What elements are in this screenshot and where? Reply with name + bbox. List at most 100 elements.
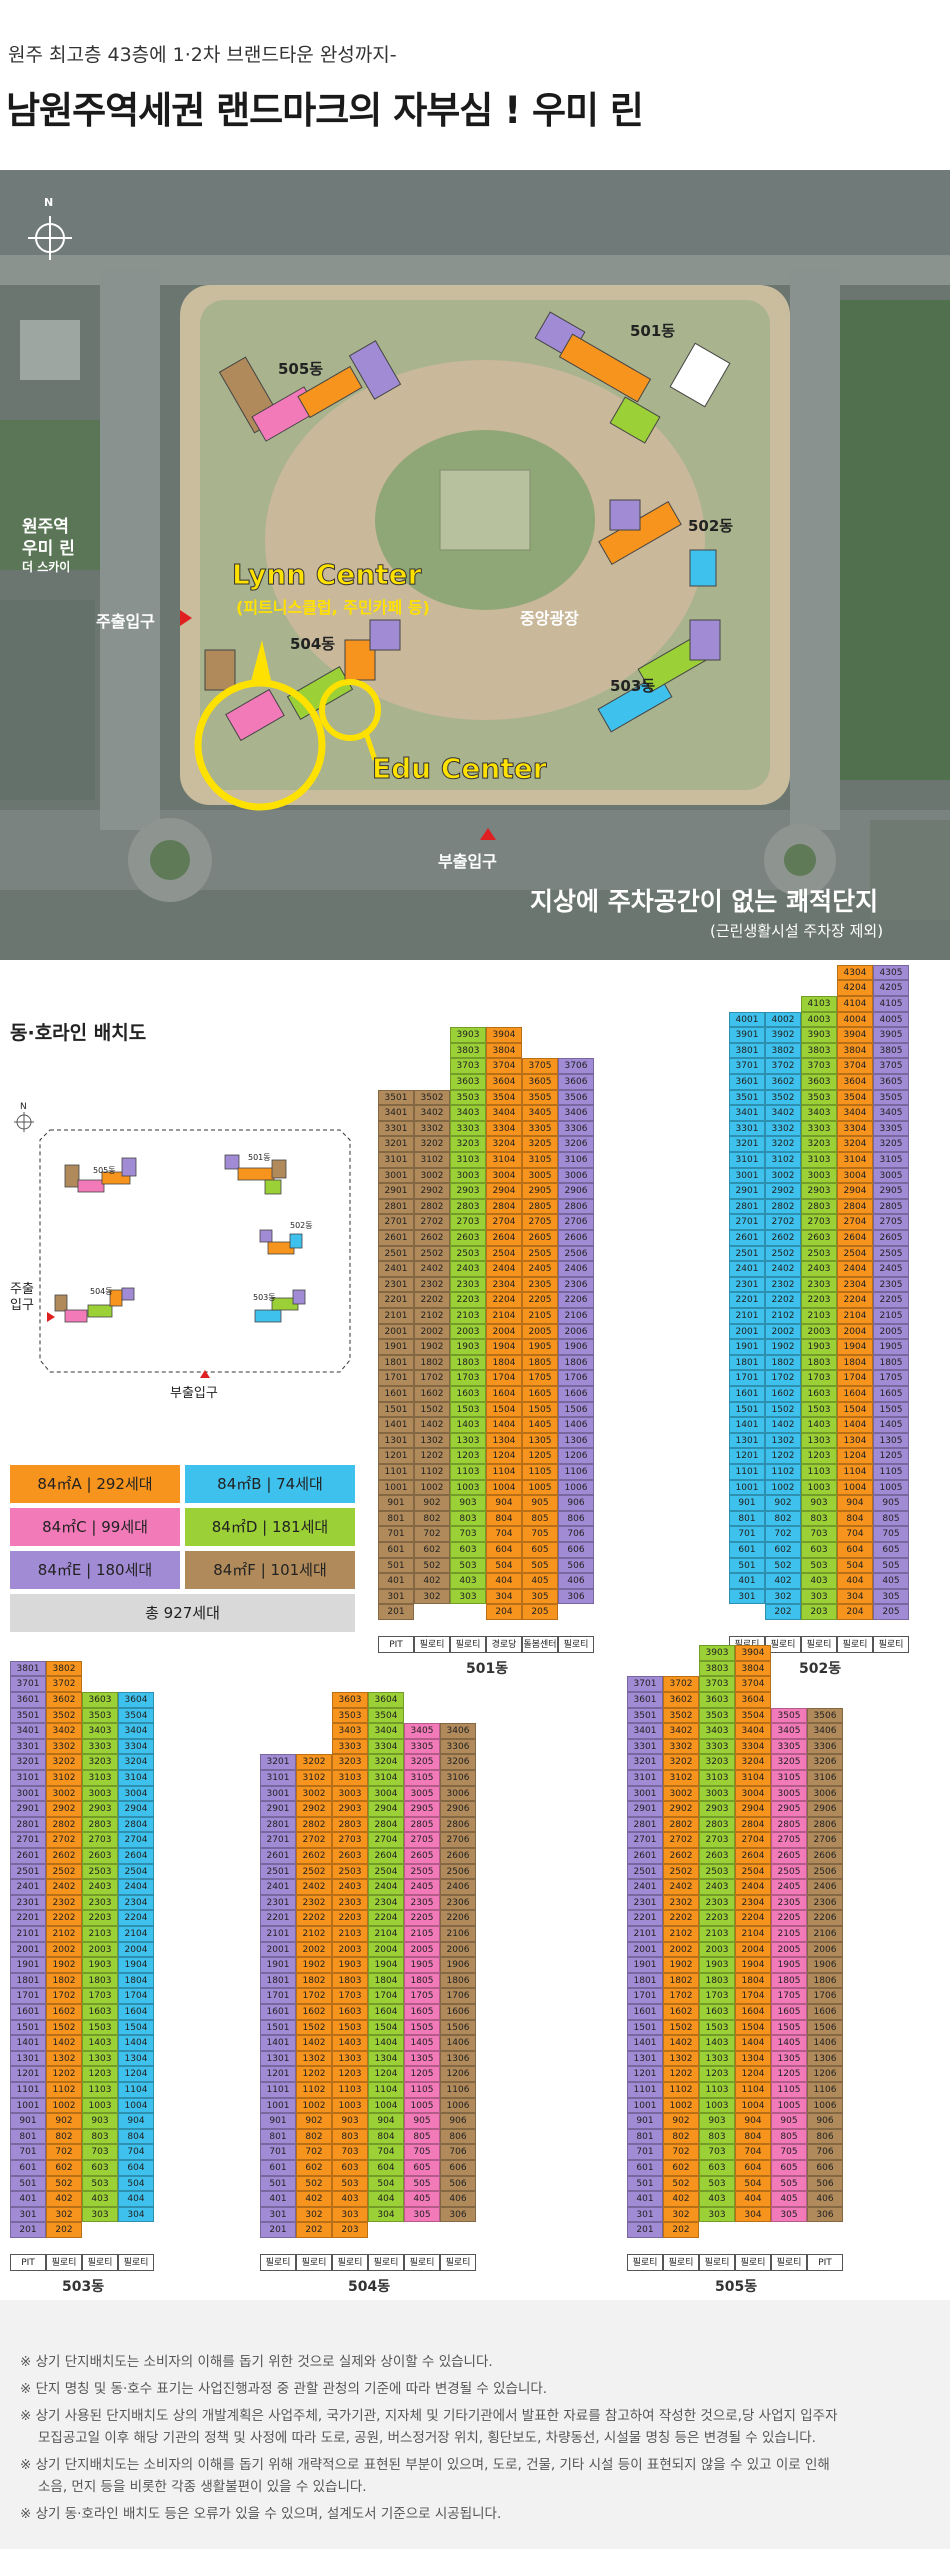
unit-cell: 1103 <box>699 2082 735 2098</box>
unit-cell: 2706 <box>558 1214 594 1230</box>
unit-cell: 903 <box>332 2113 368 2129</box>
unit-cell: 2304 <box>368 1894 404 1911</box>
unit-cell: 2802 <box>296 1816 332 1833</box>
unit-cell: 1106 <box>440 2082 476 2098</box>
unit-cell: 3005 <box>771 1785 807 1802</box>
unit-cell: 3303 <box>332 1738 368 1755</box>
unit-cell: 1604 <box>368 2004 404 2020</box>
unit-cell: 2703 <box>699 1832 735 1848</box>
unit-cell: 1704 <box>837 1370 873 1386</box>
unit-cell: 2103 <box>801 1308 837 1324</box>
unit-cell: 502 <box>296 2175 332 2192</box>
unit-cell: 2203 <box>699 1910 735 1926</box>
ground-floor-label: 필로티 <box>837 1635 873 1653</box>
unit-cell: 1805 <box>404 1972 440 1989</box>
unit-cell: 804 <box>486 1510 522 1527</box>
unit-cell: 3404 <box>486 1105 522 1121</box>
unit-cell: 3105 <box>404 1770 440 1786</box>
unit-cell: 2201 <box>729 1292 765 1308</box>
unit-cell: 703 <box>801 1526 837 1542</box>
unit-cell: 2401 <box>378 1261 414 1277</box>
unit-cell: 501 <box>627 2175 663 2192</box>
unit-cell: 1303 <box>801 1432 837 1449</box>
unit-cell: 1102 <box>663 2082 699 2098</box>
unit-cell: 2603 <box>450 1230 486 1246</box>
unit-cell: 2805 <box>522 1198 558 1215</box>
unit-cell: 804 <box>118 2128 154 2145</box>
unit-cell: 3005 <box>522 1167 558 1184</box>
unit-cell: 3601 <box>729 1074 765 1090</box>
unit-cell: 2602 <box>46 1848 82 1864</box>
unit-cell: 2405 <box>522 1261 558 1277</box>
unit-cell: 3103 <box>801 1152 837 1168</box>
unit-cell: 2901 <box>10 1801 46 1817</box>
unit-cell: 2604 <box>837 1230 873 1246</box>
unit-cell: 2301 <box>729 1276 765 1293</box>
ground-floor-label: 필로티 <box>771 2253 807 2271</box>
unit-cell: 1302 <box>663 2050 699 2067</box>
unit-cell: 406 <box>558 1573 594 1589</box>
unit-cell: 3405 <box>522 1105 558 1121</box>
unit-cell: 2306 <box>440 1894 476 1911</box>
unit-cell: 1005 <box>404 2097 440 2114</box>
unit-cell: 3504 <box>486 1089 522 1106</box>
unit-cell: 2003 <box>450 1323 486 1340</box>
unit-cell: 1401 <box>10 2035 46 2051</box>
mini-502-label: 502동 <box>290 1221 313 1230</box>
unit-cell: 2205 <box>522 1292 558 1308</box>
unit-cell: 1402 <box>765 1417 801 1433</box>
unit-cell: 401 <box>260 2191 296 2207</box>
unit-cell: 2801 <box>10 1816 46 1833</box>
unit-cell: 1904 <box>837 1339 873 1355</box>
ground-floor-label: 필로티 <box>82 2253 118 2271</box>
unit-cell: 3405 <box>873 1105 909 1121</box>
unit-cell: 2306 <box>558 1276 594 1293</box>
unit-cell: 402 <box>296 2191 332 2207</box>
unit-cell: 2404 <box>486 1261 522 1277</box>
unit-cell: 3802 <box>765 1042 801 1059</box>
unit-cell: 2001 <box>260 1941 296 1958</box>
unit-cell: 2304 <box>118 1894 154 1911</box>
unit-cell: 3302 <box>414 1120 450 1137</box>
building-name-label: 501동 <box>466 1660 509 1677</box>
unit-cell: 2906 <box>558 1183 594 1199</box>
unit-cell: 1102 <box>765 1464 801 1480</box>
unit-cell: 1305 <box>522 1432 558 1449</box>
unit-cell: 2103 <box>82 1926 118 1942</box>
unit-cell: 401 <box>10 2191 46 2207</box>
unit-cell: 3004 <box>118 1785 154 1802</box>
unit-cell: 3403 <box>801 1105 837 1121</box>
disclaimer-notes: ※ 상기 단지배치도는 소비자의 이해를 돕기 위한 것으로 실제와 상이할 수… <box>0 2300 950 2549</box>
unit-cell: 1105 <box>771 2082 807 2098</box>
unit-cell: 3002 <box>765 1167 801 1184</box>
unit-cell: 2305 <box>404 1894 440 1911</box>
unit-cell: 2005 <box>522 1323 558 1340</box>
unit-cell: 1304 <box>837 1432 873 1449</box>
unit-cell: 1004 <box>735 2097 771 2114</box>
unit-cell: 1905 <box>522 1339 558 1355</box>
unit-cell: 3006 <box>807 1785 843 1802</box>
unit-cell: 4205 <box>873 980 909 996</box>
unit-cell: 2805 <box>404 1816 440 1833</box>
unit-cell: 3504 <box>837 1089 873 1106</box>
unit-cell: 2701 <box>10 1832 46 1848</box>
unit-cell: 1702 <box>46 1988 82 2004</box>
unit-cell: 4104 <box>837 996 873 1012</box>
note-1: ※ 상기 단지배치도는 소비자의 이해를 돕기 위한 것으로 실제와 상이할 수… <box>20 2354 493 2370</box>
unit-cell: 1903 <box>699 1957 735 1973</box>
unit-cell: 3105 <box>522 1152 558 1168</box>
unit-cell: 203 <box>801 1604 837 1620</box>
unit-cell: 2604 <box>735 1848 771 1864</box>
unit-cell: 1003 <box>82 2097 118 2114</box>
unit-cell: 3205 <box>873 1136 909 1152</box>
unit-cell: 1206 <box>807 2066 843 2082</box>
unit-cell: 2804 <box>368 1816 404 1833</box>
unit-cell: 501 <box>260 2175 296 2192</box>
unit-cell: 802 <box>663 2128 699 2145</box>
unit-cell: 902 <box>296 2113 332 2129</box>
unit-cell: 2101 <box>627 1926 663 1942</box>
unit-cell: 1906 <box>807 1957 843 1973</box>
ground-floor-label: 필로티 <box>450 1635 486 1653</box>
unit-cell: 1505 <box>404 2019 440 2036</box>
unit-cell: 1803 <box>450 1354 486 1371</box>
